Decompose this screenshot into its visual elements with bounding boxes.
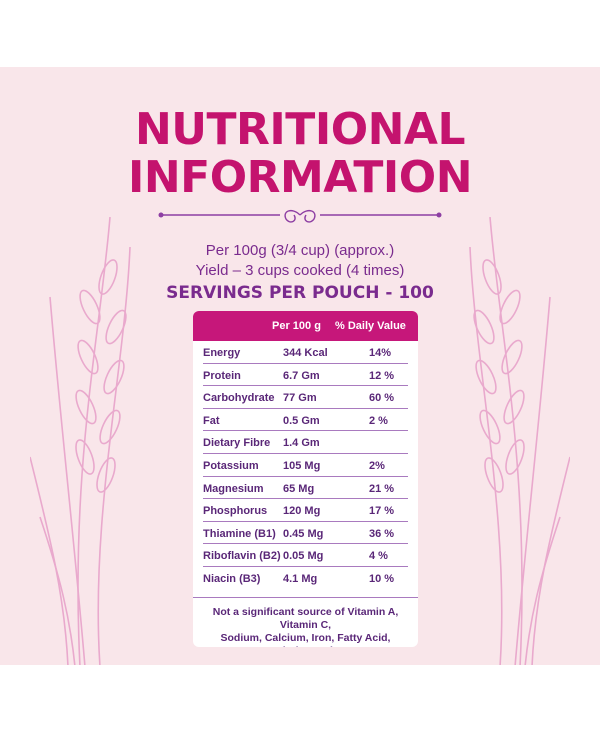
- serving-size-text: Per 100g (3/4 cup) (approx.): [205, 242, 395, 259]
- nutrient-amount: 6.7 Gm: [283, 369, 320, 382]
- nutrient-dv: 10 %: [369, 572, 395, 585]
- nutrient-name: Phosphorus: [203, 505, 268, 518]
- table-row: Carbohydrate 77 Gm 60 %: [203, 386, 408, 409]
- nutrient-dv: 14%: [369, 347, 392, 359]
- servings-heading: SERVINGS PER POUCH - 100: [166, 283, 434, 303]
- table-row: Niacin (B3) 4.1 Mg 10 %: [203, 567, 408, 589]
- nutrient-amount: 65 Mg: [283, 482, 315, 495]
- nutrient-name: Carbohydrate: [203, 392, 275, 405]
- nutrient-amount: 1.4 Gm: [283, 437, 320, 450]
- nutrient-name: Magnesium: [203, 482, 264, 495]
- nutrient-amount: 344 Kcal: [283, 347, 328, 359]
- nutrient-amount: 105 Mg: [283, 459, 321, 472]
- table-row: Phosphorus 120 Mg 17 %: [203, 499, 408, 522]
- table-row: Energy 344 Kcal 14%: [203, 341, 408, 364]
- wheat-stalk-left-icon: [30, 217, 131, 665]
- wheat-stalk-right-icon: [469, 217, 570, 665]
- nutrient-name: Potassium: [203, 459, 259, 472]
- table-row: Magnesium 65 Mg 21 %: [203, 477, 408, 500]
- title-line-1: NUTRITIONAL: [134, 104, 466, 155]
- footnote-line-2: Sodium, Calcium, Iron, Fatty Acid, Chole…: [220, 632, 391, 647]
- table-row: Riboflavin (B2) 0.05 Mg 4 %: [203, 544, 408, 567]
- nutrient-name: Fat: [203, 414, 220, 427]
- table-row: Thiamine (B1) 0.45 Mg 36 %: [203, 522, 408, 545]
- nutrient-dv: 12 %: [369, 369, 395, 382]
- nutrient-name: Riboflavin (B2): [203, 550, 281, 563]
- nutrient-amount: 120 Mg: [283, 505, 321, 518]
- table-rows: Energy 344 Kcal 14% Protein 6.7 Gm 12 % Carb…: [193, 341, 418, 589]
- table-row: Potassium 105 Mg 2%: [203, 454, 408, 477]
- nutrient-amount: 4.1 Mg: [283, 572, 318, 585]
- nutrient-dv: 21 %: [369, 482, 395, 495]
- nutrient-name: Niacin (B3): [203, 572, 261, 585]
- nutrient-amount: 77 Gm: [283, 392, 317, 405]
- nutrient-amount: 0.5 Gm: [283, 414, 320, 427]
- nutrition-panel: NUTRITIONAL INFORMATION Per 100g (3/4 cu…: [0, 67, 600, 665]
- table-row: Fat 0.5 Gm 2 %: [203, 409, 408, 432]
- nutrient-dv: 60 %: [369, 392, 395, 405]
- nutrient-dv: 2%: [369, 459, 385, 472]
- nutrient-dv: 36 %: [369, 527, 395, 540]
- header-daily-value: % Daily Value: [335, 320, 406, 332]
- nutrient-name: Energy: [203, 347, 241, 359]
- table-footnote: Not a significant source of Vitamin A, V…: [193, 597, 418, 647]
- table-row: Protein 6.7 Gm 12 %: [203, 364, 408, 387]
- nutrient-dv: 2 %: [369, 414, 388, 427]
- yield-text: Yield – 3 cups cooked (4 times): [195, 262, 405, 279]
- header-per-100g: Per 100 g: [272, 320, 321, 332]
- nutrient-dv: 4 %: [369, 550, 388, 563]
- table-row: Dietary Fibre 1.4 Gm: [203, 431, 408, 454]
- footnote-line-1: Not a significant source of Vitamin A, V…: [212, 606, 399, 631]
- nutrition-table: Per 100 g % Daily Value Energy 344 Kcal 14…: [193, 311, 418, 647]
- ornament-divider-icon: [158, 209, 442, 223]
- nutrient-name: Protein: [203, 369, 241, 382]
- nutrient-dv: 17 %: [369, 505, 395, 518]
- nutrient-name: Dietary Fibre: [203, 437, 271, 450]
- nutrient-amount: 0.45 Mg: [283, 527, 324, 540]
- title-line-2: INFORMATION: [127, 152, 473, 203]
- table-header: Per 100 g % Daily Value: [193, 311, 418, 341]
- nutrient-name: Thiamine (B1): [203, 527, 276, 540]
- nutrient-amount: 0.05 Mg: [283, 550, 324, 563]
